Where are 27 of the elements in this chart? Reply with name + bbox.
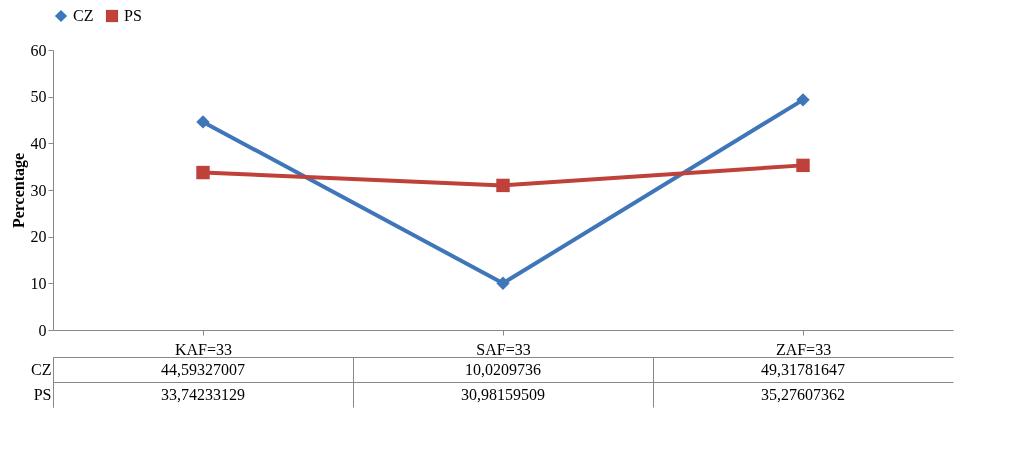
y-axis-title: Percentage <box>9 152 28 229</box>
y-tick-label: 30 <box>30 181 47 199</box>
data-label: 10,0209736 <box>465 360 541 378</box>
legend-label: PS <box>124 7 142 24</box>
point <box>496 276 510 290</box>
x-tick-label: ZAF=33 <box>775 340 832 358</box>
x-tick-label: KAF=33 <box>174 340 233 358</box>
y-tick-label: 20 <box>30 228 47 246</box>
text: PS <box>33 385 52 403</box>
y-tick-label: 40 <box>30 134 47 152</box>
point <box>496 178 510 193</box>
y-tick-label: 50 <box>30 88 47 106</box>
point <box>796 93 810 107</box>
legend-label: CZ <box>73 7 94 24</box>
data-label: 44,59327007 <box>161 360 245 378</box>
text: CZ <box>31 360 52 378</box>
data-label: 33,74233129 <box>161 385 245 403</box>
data-label: 30,98159509 <box>461 385 545 403</box>
point <box>196 165 210 180</box>
y-tick-label: 0 <box>38 321 47 339</box>
x-tick-label: SAF=33 <box>476 340 531 358</box>
data-label: 35,27607362 <box>761 385 845 403</box>
point <box>796 158 810 173</box>
y-tick-label: 60 <box>30 41 47 59</box>
y-tick-label: 10 <box>30 274 47 292</box>
data-label: 49,31781647 <box>761 360 845 378</box>
point <box>196 115 210 129</box>
